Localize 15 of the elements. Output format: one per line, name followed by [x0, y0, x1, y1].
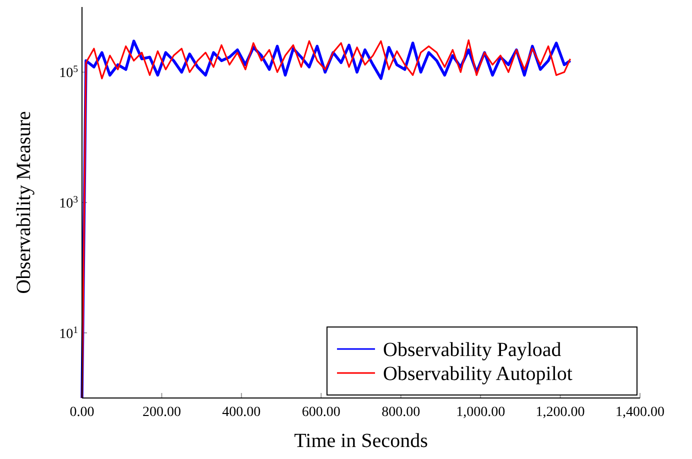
x-tick-label: 600.00 [302, 405, 340, 420]
legend-label: Observability Payload [383, 339, 562, 361]
x-tick-label: 400.00 [222, 405, 261, 420]
y-axis-title: Observability Measure [13, 111, 35, 294]
x-tick-label: 200.00 [142, 405, 181, 420]
y-tick-label: 10$^{1}$ [59, 324, 78, 342]
y-tick-label: 10$^{5}$ [59, 64, 78, 82]
legend-label: Observability Autopilot [383, 363, 573, 385]
x-tick-label: 0.00 [70, 405, 94, 420]
x-tick-label: 800.00 [382, 405, 420, 420]
x-tick-label: 1,400.00 [616, 405, 664, 420]
x-axis-title: Time in Seconds [294, 430, 428, 452]
x-tick-label: 1,200.00 [536, 405, 585, 420]
x-tick-label: 1,000.00 [456, 405, 506, 420]
y-tick-label: 10$^{3}$ [59, 194, 78, 212]
